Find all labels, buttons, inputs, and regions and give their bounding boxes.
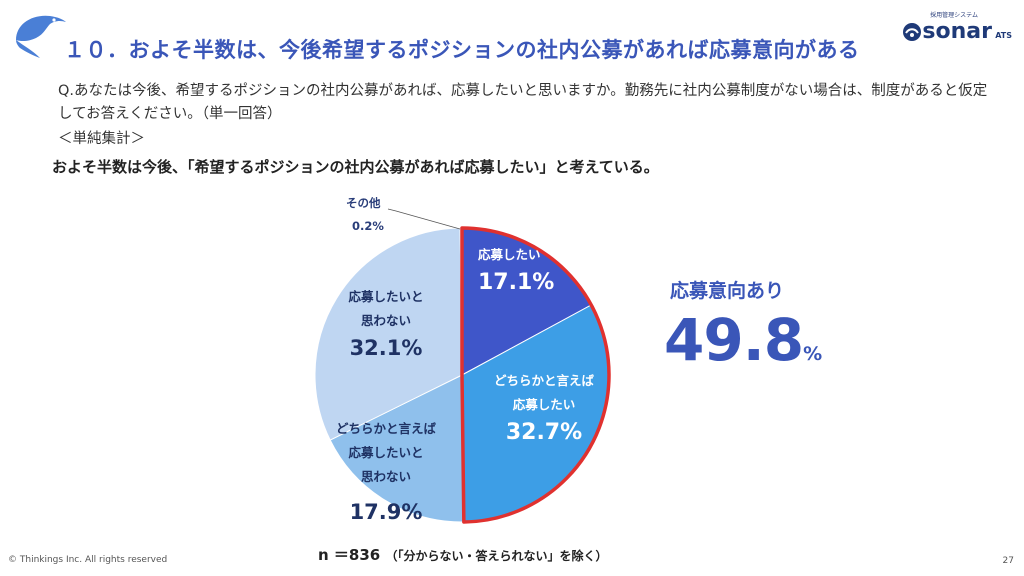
slice-category-text: 応募したいと [348, 289, 423, 304]
pie-chart: 応募したい17.1%どちらかと言えば応募したい32.7%どちらかと言えば応募した… [314, 196, 611, 524]
slice-not-apply [314, 227, 463, 441]
slice-category-text: 思わない [361, 469, 411, 484]
slice-value-text: 17.9% [350, 500, 423, 524]
summary-text: およそ半数は今後、「希望するポジションの社内公募があれば応募したい」と考えている… [52, 158, 659, 176]
intent-value: 49.8% [664, 306, 822, 374]
intent-unit: % [803, 343, 823, 365]
other-leader-line [387, 208, 461, 230]
brand-suffix: ATS [995, 31, 1012, 40]
sample-exclusion-note: （「分からない・答えられない」を除く） [385, 549, 608, 563]
copyright: © Thinkings Inc. All rights reserved [8, 555, 168, 565]
sonar-mark-icon [903, 23, 921, 41]
brand-name: sonar [922, 19, 992, 44]
intent-number: 49.8 [664, 306, 804, 374]
page-number: 27 [1002, 556, 1014, 566]
slice-category-text: どちらかと言えば [494, 373, 595, 388]
other-label: その他 [346, 196, 381, 210]
brand-logo: 採用管理システム sonar ATS [902, 10, 1012, 44]
slice-somewhat-not-apply [329, 374, 465, 523]
slice-category-text: 応募したい [478, 247, 541, 262]
slice-value-text: 17.1% [478, 270, 554, 295]
slice-value-text: 32.1% [350, 336, 423, 360]
other-value: 0.2% [352, 219, 384, 233]
slice-category-text: どちらかと言えば [336, 421, 437, 436]
slice-category-text: 思わない [361, 313, 411, 328]
dolphin-logo-icon [16, 15, 66, 58]
section-label: ＜単純集計＞ [58, 131, 145, 147]
slice-category-text: 応募したい [513, 397, 576, 412]
page-title: １０．およそ半数は、今後希望するポジションの社内公募があれば応募意向がある [64, 38, 860, 62]
slice-label: 応募したい 17.1% [478, 247, 554, 295]
slice-category-text: 応募したいと [348, 445, 423, 460]
sample-note: n ＝836 （「分からない・答えられない」を除く） [318, 544, 607, 565]
sample-size: n ＝836 [318, 546, 381, 564]
brand-tagline: 採用管理システム [930, 12, 978, 19]
question-text: Q.あなたは今後、希望するポジションの社内公募があれば、応募したいと思いますか。… [58, 83, 988, 122]
highlight-outline [460, 226, 611, 524]
intent-label: 応募意向あり [670, 280, 785, 302]
slice-value-text: 32.7% [506, 420, 582, 445]
